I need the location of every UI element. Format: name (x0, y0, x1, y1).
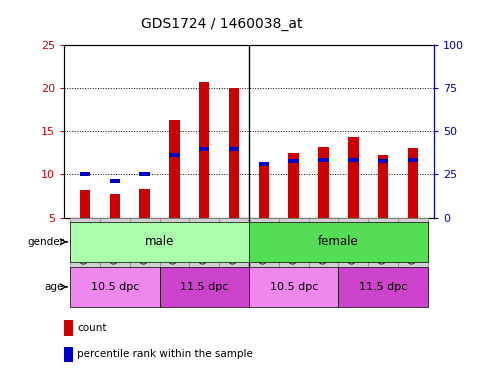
Bar (378, 155, 388, 218)
Text: GSM78485: GSM78485 (140, 221, 149, 264)
Text: GDS1724 / 1460038_at: GDS1724 / 1460038_at (141, 17, 303, 31)
Bar (70, 222, 249, 262)
Bar (279, 217, 309, 285)
Bar (348, 158, 358, 162)
Bar (109, 194, 120, 217)
Text: 10.5 dpc: 10.5 dpc (270, 282, 318, 292)
Text: GSM78482: GSM78482 (80, 221, 89, 264)
Bar (160, 217, 189, 285)
Bar (348, 137, 358, 218)
Bar (318, 147, 329, 218)
Bar (318, 158, 329, 162)
Bar (169, 120, 179, 218)
Bar (249, 217, 279, 285)
Bar (199, 82, 210, 218)
Text: 11.5 dpc: 11.5 dpc (180, 282, 228, 292)
Bar (100, 217, 130, 285)
Bar (398, 217, 428, 285)
Bar (70, 217, 100, 285)
Text: GSM78479: GSM78479 (259, 221, 268, 264)
Bar (64, 320, 73, 336)
Text: GSM78491: GSM78491 (200, 221, 209, 264)
Bar (130, 217, 160, 285)
Bar (309, 217, 338, 285)
Bar (80, 172, 90, 176)
Bar (338, 267, 428, 307)
Bar (288, 153, 299, 218)
Text: age: age (45, 282, 64, 292)
Bar (80, 190, 90, 217)
Bar (199, 147, 210, 151)
Bar (338, 217, 368, 285)
Text: GSM78493: GSM78493 (230, 221, 239, 264)
Bar (259, 162, 269, 166)
Text: GSM78484: GSM78484 (110, 221, 119, 264)
Text: GSM78481: GSM78481 (319, 221, 328, 264)
Text: count: count (77, 323, 106, 333)
Bar (249, 267, 338, 307)
Bar (140, 172, 150, 176)
Text: percentile rank within the sample: percentile rank within the sample (77, 350, 253, 359)
Bar (378, 159, 388, 164)
Bar (160, 267, 249, 307)
Bar (259, 164, 269, 218)
Bar (408, 158, 418, 162)
Text: female: female (318, 236, 359, 248)
Bar (408, 148, 418, 217)
Text: GSM78490: GSM78490 (170, 221, 179, 264)
Text: GSM78480: GSM78480 (289, 221, 298, 264)
Bar (140, 189, 150, 217)
Bar (109, 179, 120, 183)
Bar (64, 346, 73, 362)
Text: male: male (145, 236, 174, 248)
Text: 10.5 dpc: 10.5 dpc (91, 282, 139, 292)
Text: GSM78486: GSM78486 (349, 221, 358, 264)
Bar (288, 159, 299, 164)
Bar (368, 217, 398, 285)
Bar (169, 153, 179, 158)
Bar (219, 217, 249, 285)
Bar (189, 217, 219, 285)
Text: GSM78487: GSM78487 (379, 221, 387, 264)
Bar (229, 147, 239, 151)
Bar (249, 222, 428, 262)
Text: GSM78489: GSM78489 (409, 221, 418, 264)
Text: 11.5 dpc: 11.5 dpc (359, 282, 407, 292)
Bar (70, 267, 160, 307)
Bar (229, 88, 239, 218)
Text: gender: gender (27, 237, 64, 247)
